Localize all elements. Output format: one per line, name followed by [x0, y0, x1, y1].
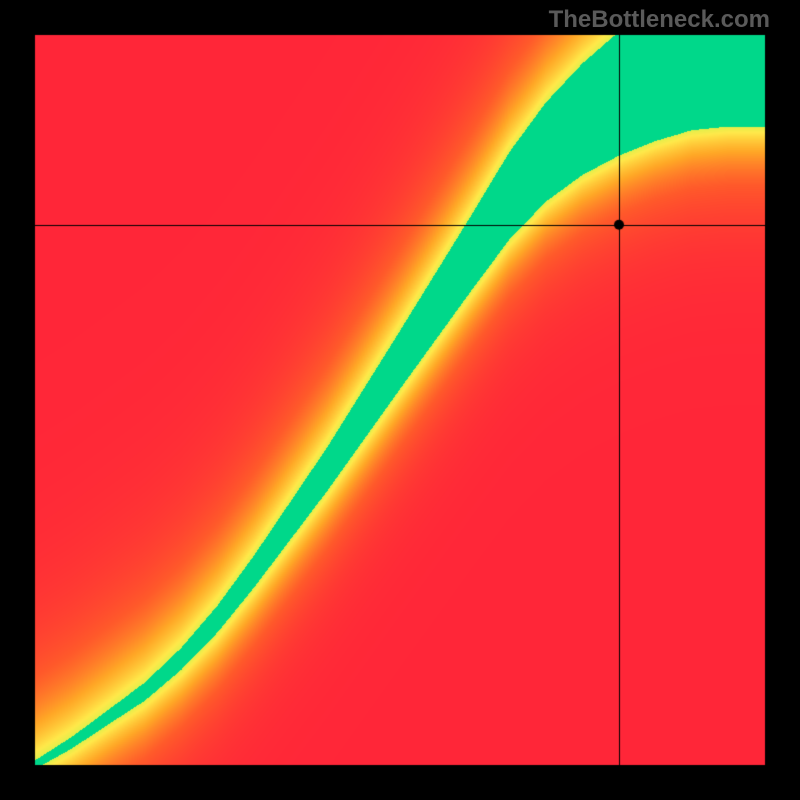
- source-watermark: TheBottleneck.com: [549, 6, 770, 34]
- chart-container: TheBottleneck.com: [0, 0, 800, 800]
- bottleneck-heatmap-canvas: [0, 0, 800, 800]
